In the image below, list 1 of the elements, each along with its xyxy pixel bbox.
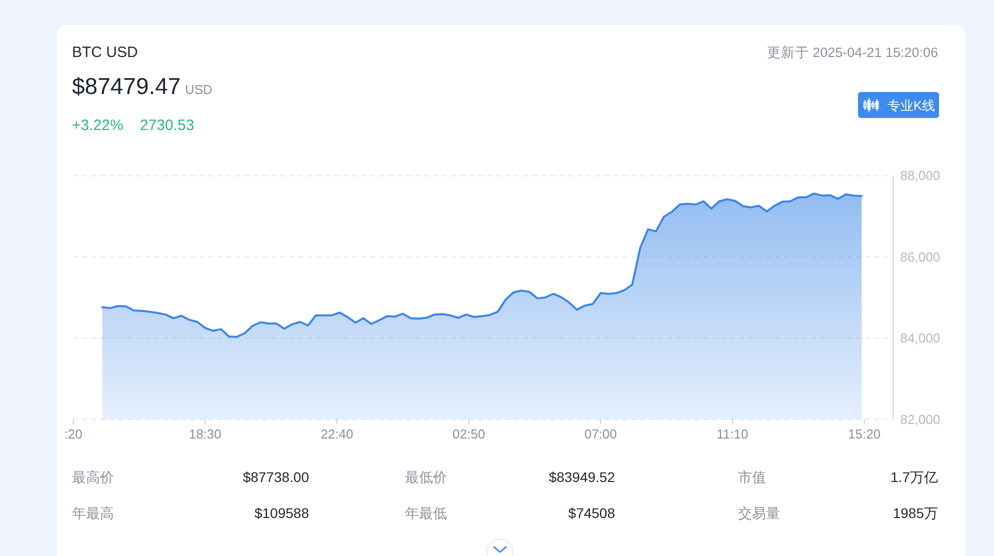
title: BTC USD (72, 44, 138, 61)
